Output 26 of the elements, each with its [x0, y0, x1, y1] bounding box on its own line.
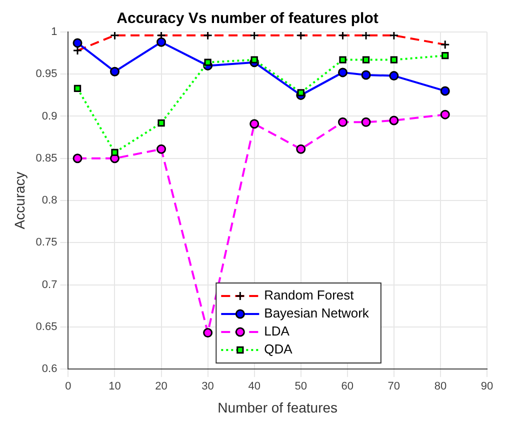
x-tick-label: 20 — [155, 380, 168, 393]
y-tick-label: 0.7 — [42, 278, 58, 291]
x-axis-title: Number of features — [218, 399, 338, 416]
x-tick-label: 30 — [202, 380, 214, 393]
legend-label: QDA — [264, 342, 293, 357]
y-tick-label: 0.6 — [42, 363, 58, 376]
y-tick-label: 1 — [51, 26, 58, 38]
chart-title: Accuracy Vs number of features plot — [116, 10, 378, 28]
y-tick-label: 0.9 — [42, 110, 58, 122]
y-tick-label: 0.65 — [36, 320, 58, 333]
x-tick-label: 40 — [248, 380, 260, 393]
y-axis-title: Accuracy — [11, 172, 28, 230]
x-tick-label: 60 — [341, 380, 354, 393]
y-tick-label: 0.95 — [36, 68, 58, 80]
x-tick-label: 70 — [388, 380, 400, 393]
x-tick-label: 80 — [434, 380, 447, 393]
x-tick-label: 10 — [108, 380, 121, 393]
x-tick-label: 90 — [480, 380, 494, 393]
legend-label: Bayesian Network — [264, 306, 370, 321]
y-tick-label: 0.85 — [36, 152, 58, 164]
legend-label: LDA — [264, 324, 290, 339]
x-tick-label: 50 — [294, 380, 307, 393]
legend-label: Random Forest — [264, 288, 354, 303]
y-tick-label: 0.75 — [36, 236, 58, 249]
y-tick-label: 0.8 — [42, 194, 58, 207]
x-tick-label: 0 — [65, 380, 72, 393]
